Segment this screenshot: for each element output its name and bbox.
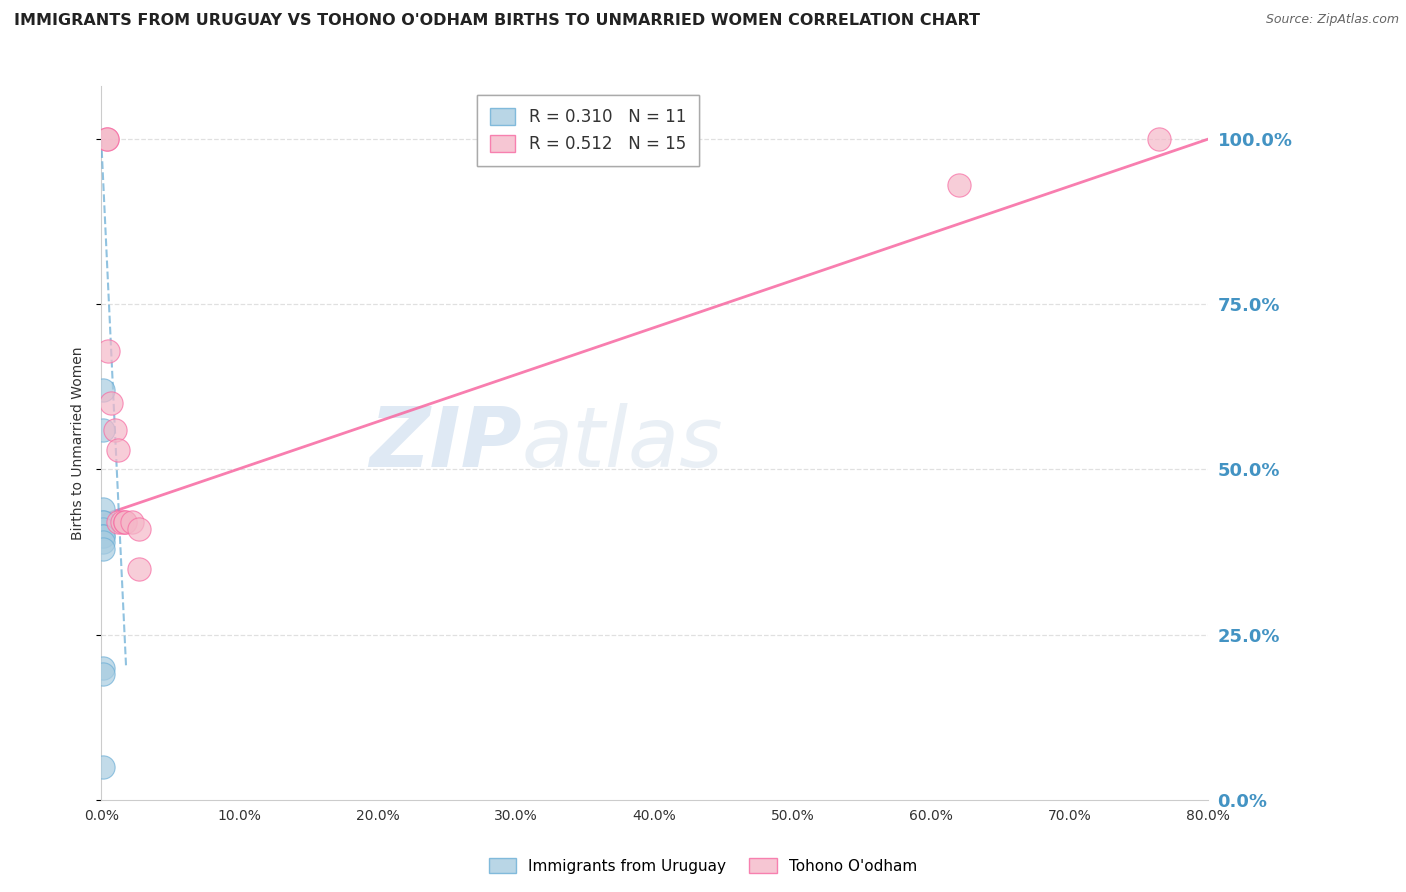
Point (107, 442, 129, 457)
Text: Source: ZipAtlas.com: Source: ZipAtlas.com (1265, 13, 1399, 27)
Point (96, 132, 118, 146)
Point (107, 516, 129, 530)
Point (114, 516, 136, 530)
Text: atlas: atlas (522, 402, 723, 483)
Text: IMMIGRANTS FROM URUGUAY VS TOHONO O'ODHAM BIRTHS TO UNMARRIED WOMEN CORRELATION : IMMIGRANTS FROM URUGUAY VS TOHONO O'ODHA… (14, 13, 980, 29)
Point (114, 516, 136, 530)
Point (91, 528, 114, 542)
Text: ZIP: ZIP (370, 402, 522, 483)
Point (91, 522, 114, 536)
Point (100, 396, 122, 410)
Point (91, 423, 114, 437)
Point (91, 760, 114, 774)
Point (91, 667, 114, 681)
Point (111, 516, 134, 530)
Point (91, 528, 114, 542)
Point (91, 535, 114, 549)
Y-axis label: Births to Unmarried Women: Births to Unmarried Women (72, 346, 86, 540)
Point (91, 502, 114, 516)
Legend: R = 0.310   N = 11, R = 0.512   N = 15: R = 0.310 N = 11, R = 0.512 N = 15 (477, 95, 699, 166)
Point (91, 516, 114, 530)
Point (128, 522, 150, 536)
Point (96, 132, 118, 146)
Point (104, 423, 127, 437)
Point (91, 660, 114, 674)
Point (121, 516, 143, 530)
Point (128, 561, 150, 575)
Point (97, 343, 120, 358)
Point (91, 541, 114, 556)
Point (91, 383, 114, 397)
Legend: Immigrants from Uruguay, Tohono O'odham: Immigrants from Uruguay, Tohono O'odham (482, 852, 924, 880)
Point (1149, 132, 1171, 146)
Point (948, 178, 970, 193)
Point (91, 516, 114, 530)
